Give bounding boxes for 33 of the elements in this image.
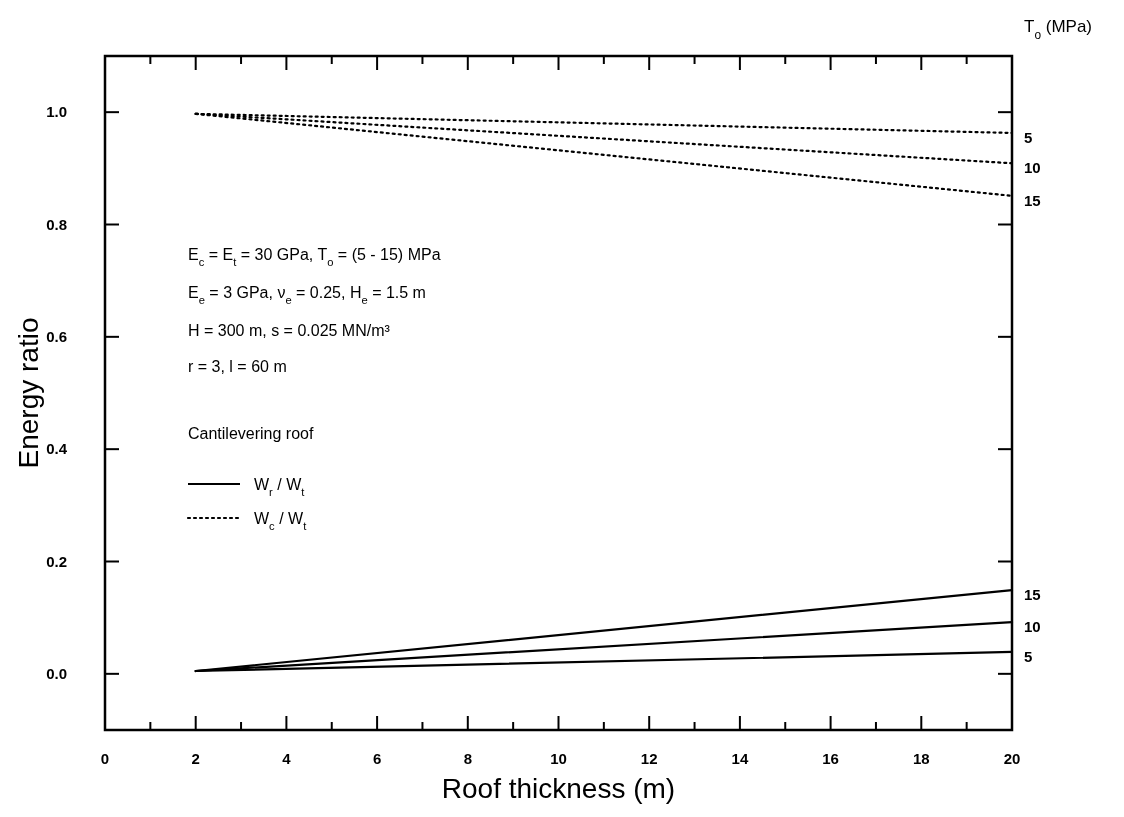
x-tick-label: 10 bbox=[550, 750, 567, 767]
y-axis-title: Energy ratio bbox=[13, 317, 44, 469]
series-label: 5 bbox=[1024, 128, 1033, 146]
x-tick-label: 14 bbox=[731, 750, 749, 767]
y-tick-label: 1.0 bbox=[46, 103, 67, 121]
y-tick-label: 0.8 bbox=[46, 215, 67, 233]
legend-title: T$_{o}$ (MPa) bbox=[1023, 17, 1093, 42]
y-tick-label: 0.2 bbox=[46, 552, 67, 570]
x-tick-label: 2 bbox=[191, 750, 200, 767]
x-tick-label: 12 bbox=[640, 750, 658, 767]
x-tick-label: 16 bbox=[822, 750, 839, 767]
annotation: H = 300 m, s = 0.025 MN/m³ bbox=[188, 322, 391, 339]
x-tick-label: 18 bbox=[912, 750, 930, 767]
x-axis-title: Roof thickness (m) bbox=[441, 773, 676, 804]
x-tick-label: 20 bbox=[1003, 750, 1021, 767]
y-tick-label: 0.4 bbox=[46, 440, 68, 458]
annotation: W$_{c}$ / W$_{t}$ bbox=[254, 510, 308, 532]
series-label: 5 bbox=[1024, 647, 1033, 665]
annotation: E$_{e}$ = 3 GPa, ν$_{e}$ = 0.25, H$_{e}$ = 1.5 m bbox=[188, 284, 426, 306]
series-label: 15 bbox=[1024, 191, 1041, 209]
x-tick-label: 4 bbox=[282, 750, 292, 767]
y-tick-label: 0.6 bbox=[46, 327, 67, 345]
series-label: 15 bbox=[1024, 586, 1041, 604]
series-label: 10 bbox=[1024, 159, 1041, 177]
annotation: Cantilevering roof bbox=[188, 425, 314, 442]
annotation: r = 3, l = 60 m bbox=[188, 358, 287, 375]
y-tick-label: 0.0 bbox=[46, 664, 67, 682]
x-tick-label: 6 bbox=[372, 750, 382, 767]
x-tick-label: 8 bbox=[463, 750, 472, 767]
x-tick-label: 0 bbox=[100, 750, 110, 767]
annotation: W$_{r}$ / W$_{t}$ bbox=[254, 476, 306, 498]
series-label: 10 bbox=[1024, 618, 1041, 636]
annotation: E$_{c}$ = E$_{t}$ = 30 GPa, T$_{o}$ = (5 - 15) MPa bbox=[188, 246, 441, 268]
